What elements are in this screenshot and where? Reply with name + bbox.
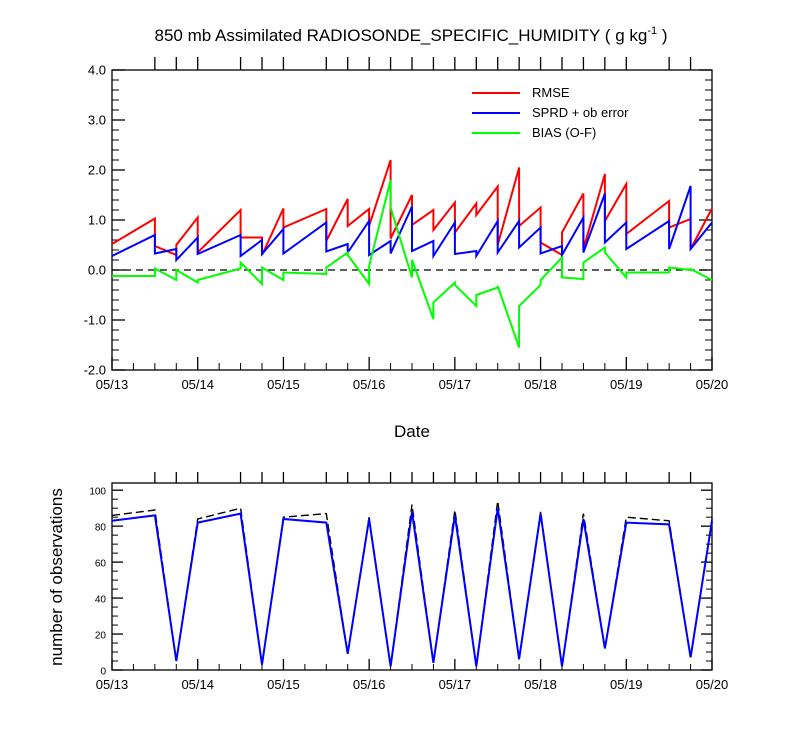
- top-y-tick-label: 4.0: [88, 63, 106, 78]
- legend-label-rmse: RMSE: [532, 85, 570, 100]
- top-x-tick-label: 05/15: [267, 377, 300, 392]
- bottom-axis-ticks: [111, 472, 713, 671]
- legend: RMSE SPRD + ob error BIAS (O-F): [472, 85, 629, 140]
- top-x-tick-label: 05/19: [610, 377, 643, 392]
- top-y-tick-label: 3.0: [88, 113, 106, 128]
- legend-label-sprd: SPRD + ob error: [532, 105, 629, 120]
- bottom-panel: 05/13 05/14 05/15 05/16 05/17 05/18 05/19 05/20…: [47, 472, 728, 692]
- top-series-sprd-ob-error: [111, 185, 713, 263]
- bottom-x-tick-label: 05/17: [439, 677, 472, 692]
- bottom-series-group: [111, 500, 713, 667]
- bottom-x-tick-label: 05/20: [696, 677, 729, 692]
- top-y-tick-label: 0.0: [88, 263, 106, 278]
- top-axis-ticks: [111, 57, 713, 371]
- bottom-x-tick-label: 05/14: [181, 677, 214, 692]
- bottom-y-tick-label: 100: [89, 487, 106, 498]
- bottom-y-tick-label: 20: [95, 631, 107, 642]
- top-tick-labels: 05/13 05/14 05/15 05/16 05/17 05/18 05/19 05/20…: [84, 63, 729, 393]
- bottom-tick-labels: 05/13 05/14 05/15 05/16 05/17 05/18 05/19 05/20…: [89, 487, 728, 692]
- top-x-tick-label: 05/20: [696, 377, 729, 392]
- bottom-y-tick-label: 60: [95, 559, 107, 570]
- bottom-y-tick-label: 80: [95, 523, 107, 534]
- top-x-tick-label: 05/17: [439, 377, 472, 392]
- top-series-group: [111, 159, 713, 348]
- bottom-y-tick-label: 0: [100, 667, 106, 678]
- top-x-tick-label: 05/18: [524, 377, 557, 392]
- top-x-tick-label: 05/16: [353, 377, 386, 392]
- bottom-x-tick-label: 05/16: [353, 677, 386, 692]
- top-panel: 05/13 05/14 05/15 05/16 05/17 05/18 05/19 05/20…: [84, 57, 729, 441]
- bottom-x-tick-label: 05/13: [96, 677, 129, 692]
- legend-label-bias: BIAS (O-F): [532, 125, 596, 140]
- bottom-x-tick-label: 05/18: [524, 677, 557, 692]
- top-x-tick-label: 05/13: [96, 377, 129, 392]
- top-x-tick-label: 05/14: [181, 377, 214, 392]
- bottom-x-tick-label: 05/19: [610, 677, 643, 692]
- top-y-tick-label: 1.0: [88, 213, 106, 228]
- bottom-series-assimilated-observations: [111, 508, 713, 667]
- top-y-tick-label: 2.0: [88, 163, 106, 178]
- chart-title: 850 mb Assimilated RADIOSONDE_SPECIFIC_H…: [155, 25, 668, 45]
- bottom-y-tick-label: 40: [95, 595, 107, 606]
- bottom-y-axis-label: number of observations: [47, 488, 66, 666]
- bottom-x-tick-label: 05/15: [267, 677, 300, 692]
- top-x-axis-label: Date: [394, 422, 430, 441]
- top-y-tick-label: -2.0: [84, 363, 106, 378]
- bottom-plot-frame: [111, 482, 713, 671]
- top-series-rmse: [111, 159, 713, 257]
- bottom-series-possible-observations: [111, 500, 713, 667]
- top-y-tick-label: -1.0: [84, 313, 106, 328]
- top-series-bias-o-f-: [112, 179, 713, 348]
